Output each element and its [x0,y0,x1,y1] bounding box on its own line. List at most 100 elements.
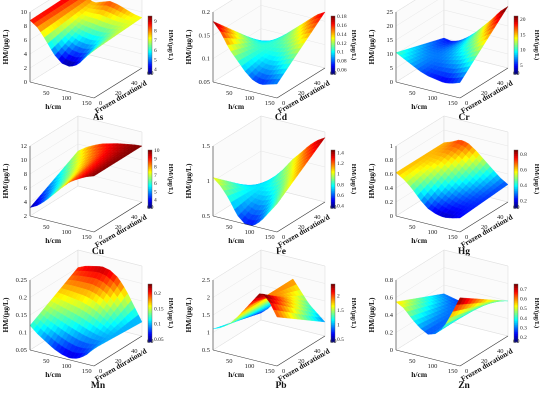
frozen-duration-label: Frozen duration/d [459,78,515,115]
z-tick-label: 25 [387,9,394,16]
d-axis-line [459,335,509,367]
colorbar-cell [514,287,518,291]
grid-line [395,0,438,27]
grid-line [212,284,262,316]
z-tick-label: 0.4 [385,185,394,192]
h-tick-label: 100 [428,95,438,102]
colorbar-cell [148,33,152,36]
colorbar-cell [148,151,152,155]
colorbar-cell [148,35,152,38]
colorbar-cell [148,295,152,298]
x-axis-label: h/cm [411,236,428,245]
colorbar-frame [147,15,153,75]
colorbar-frame [330,149,336,209]
colorbar-frame [330,15,336,75]
colorbar-cell [148,163,152,166]
h-axis-line [212,215,278,233]
colorbar-tick-label: 5 [154,189,157,195]
colorbar-cell [331,27,335,30]
colorbar-cell [331,318,335,322]
colorbar-cell [331,17,335,21]
grid-line [443,267,509,284]
colorbar-cell [331,177,335,180]
colorbar-cell [514,196,518,199]
h-tick-label: 50 [226,224,233,231]
colorbar-cell [514,157,518,160]
colorbar-cell [514,153,518,157]
colorbar-frame [513,283,519,343]
colorbar-cell [331,173,335,176]
colorbar-cell [514,206,518,209]
grid-line [395,249,445,281]
colorbar-label: HM/(μg/L) [167,164,174,194]
colorbar-cell [514,163,518,166]
h-tick-label: 150 [82,368,92,375]
colorbar: 0.5 1 1.5 2 HM/(μg/L) [330,283,357,343]
colorbar-cell [514,340,518,343]
surface-patch [90,173,98,177]
z-tick-label: 0.6 [385,171,394,178]
d-tick-label: 40 [131,80,138,87]
colorbar-cell [148,303,152,306]
z-tick-label: 0.4 [385,312,394,319]
colorbar-cell [514,295,518,298]
z-tick-label: 1 [207,178,210,185]
colorbar-cell [331,301,335,304]
colorbar-cell [331,161,335,164]
colorbar-cell [148,171,152,174]
colorbar-tick-label: 0.05 [154,337,164,343]
colorbar-cell [148,68,152,71]
colorbar-cell [331,295,335,298]
colorbar-tick-label: 1.2 [337,161,344,167]
colorbar-cell [148,324,152,327]
frozen-duration-label: Frozen duration/d [276,212,332,249]
grid-line [395,9,445,41]
colorbar-cell [148,182,152,186]
z-tick-label: 1 [207,330,210,337]
colorbar-cell [148,322,152,325]
h-tick-label: 150 [448,100,458,107]
colorbar-cell [514,39,518,42]
z-tick-label: 20 [387,23,394,30]
colorbar-cell [514,297,518,300]
colorbar-cell [148,46,152,50]
grid-line [395,129,445,161]
y-axis-label: HM/(μg/L) [184,297,193,333]
d-tick-label: 40 [131,348,138,355]
colorbar-cell [148,202,152,205]
colorbar-cell [514,301,518,304]
h-tick-label: 100 [245,95,255,102]
colorbar-cell [331,316,335,320]
h-tick-label: 50 [226,358,233,365]
colorbar-cell [148,305,152,308]
colorbar-cell [331,194,335,197]
colorbar-cell [514,48,518,52]
colorbar-cell [514,311,518,314]
y-axis-label: HM/(μg/L) [367,163,376,199]
colorbar-label: HM/(μg/L) [533,30,540,60]
d-tick-label: 40 [497,214,504,221]
colorbar-cell [514,151,518,155]
colorbar-cell [514,68,518,71]
frozen-duration-label: Frozen duration/d [93,78,149,115]
d-tick-label: 40 [314,80,321,87]
z-tick-label: 0.1 [202,56,210,63]
h-tick-label: 50 [409,358,416,365]
colorbar-cell [331,291,335,294]
colorbar-cell [331,307,335,310]
colorbar-cell [331,37,335,40]
grid-line [395,267,445,298]
colorbar-cell [331,150,335,153]
colorbar-cell [514,194,518,197]
x-axis-label: h/cm [411,370,428,379]
colorbar-cell [148,41,152,44]
colorbar-tick-label: 0.08 [337,59,347,65]
colorbar-cell [514,29,518,32]
surface-patch [273,78,281,85]
colorbar-cell [514,41,518,44]
h-tick-label: 150 [265,100,275,107]
h-tick-label: 150 [448,234,458,241]
colorbar-cell [514,62,518,65]
z-tick-label: 0.6 [385,295,394,302]
colorbar-cell [514,27,518,30]
